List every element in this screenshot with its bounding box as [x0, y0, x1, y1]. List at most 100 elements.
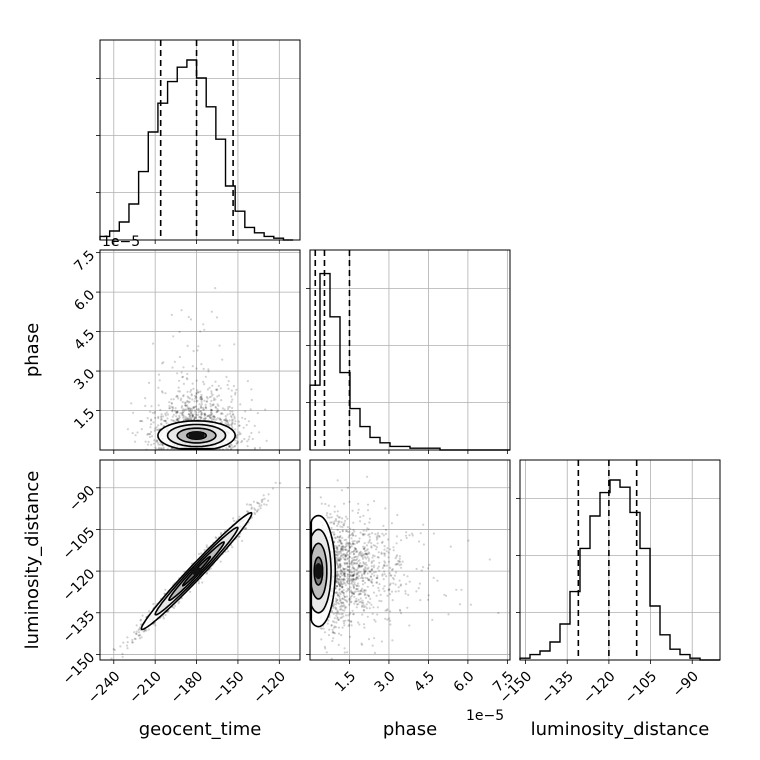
- joint-geocent-time-vs-phase-point: [186, 400, 189, 403]
- joint-geocent-time-vs-phase-point: [157, 417, 160, 420]
- joint-phase-vs-luminosity-distance-point: [363, 563, 367, 566]
- joint-phase-vs-luminosity-distance-point: [342, 620, 345, 623]
- joint-phase-vs-luminosity-distance-point: [346, 557, 349, 560]
- joint-geocent-time-vs-phase-point: [204, 406, 207, 409]
- hist-luminosity-distance-frame: [519, 459, 721, 661]
- joint-geocent-time-vs-phase-point: [186, 417, 189, 420]
- joint-phase-vs-luminosity-distance-point: [370, 561, 373, 565]
- joint-phase-vs-luminosity-distance-point: [361, 573, 364, 576]
- joint-geocent-time-vs-phase-point: [154, 416, 157, 419]
- joint-phase-vs-luminosity-distance-point: [369, 597, 372, 601]
- joint-phase-vs-luminosity-distance-point: [322, 627, 325, 630]
- joint-phase-vs-luminosity-distance-point: [350, 561, 353, 565]
- joint-phase-vs-luminosity-distance-point: [336, 599, 339, 602]
- joint-phase-vs-luminosity-distance-point: [334, 587, 337, 590]
- joint-geocent-time-vs-luminosity-distance-point: [139, 626, 142, 629]
- joint-phase-vs-luminosity-distance-point: [328, 628, 331, 631]
- joint-phase-vs-luminosity-distance-point: [382, 565, 385, 568]
- joint-phase-vs-luminosity-distance-point: [340, 616, 343, 619]
- joint-geocent-time-vs-phase-point: [191, 407, 194, 411]
- joint-phase-vs-luminosity-distance-point: [353, 552, 356, 556]
- joint-geocent-time-vs-phase-point: [202, 380, 205, 383]
- joint-phase-vs-luminosity-distance-point: [376, 532, 380, 535]
- joint-phase-vs-luminosity-distance-point: [340, 578, 343, 581]
- joint-phase-vs-luminosity-distance-point: [357, 621, 360, 624]
- joint-phase-vs-luminosity-distance-point: [333, 625, 336, 628]
- joint-phase-vs-luminosity-distance-point: [362, 605, 365, 609]
- joint-geocent-time-vs-phase-point: [131, 432, 134, 435]
- joint-phase-vs-luminosity-distance-point: [367, 559, 370, 562]
- joint-phase-vs-luminosity-distance-point: [337, 626, 340, 629]
- joint-phase-vs-luminosity-distance-point: [338, 578, 341, 581]
- joint-phase-vs-luminosity-distance-point: [383, 548, 386, 551]
- joint-phase-vs-luminosity-distance-point: [348, 534, 351, 537]
- joint-phase-vs-luminosity-distance-point: [341, 597, 344, 600]
- joint-phase-vs-luminosity-distance-point: [335, 585, 339, 588]
- joint-geocent-time-vs-phase-point: [244, 410, 247, 413]
- joint-phase-vs-luminosity-distance-point: [339, 539, 342, 542]
- joint-phase-vs-luminosity-distance-point: [362, 609, 365, 612]
- joint-phase-vs-luminosity-distance-point: [352, 543, 355, 546]
- joint-geocent-time-vs-phase-point: [231, 426, 234, 430]
- joint-geocent-time-vs-phase-point: [191, 365, 194, 368]
- joint-phase-vs-luminosity-distance-point: [348, 545, 351, 548]
- joint-phase-vs-luminosity-distance-point: [339, 564, 342, 567]
- joint-geocent-time-vs-phase-point: [150, 435, 154, 438]
- joint-phase-vs-luminosity-distance-point: [389, 623, 392, 626]
- joint-geocent-time-vs-phase-point: [189, 318, 193, 321]
- joint-phase-vs-luminosity-distance-point: [353, 555, 356, 559]
- joint-phase-vs-luminosity-distance-point: [359, 515, 362, 519]
- joint-phase-vs-luminosity-distance-point: [339, 534, 342, 538]
- joint-phase-vs-luminosity-distance-point: [342, 545, 345, 548]
- joint-phase-vs-luminosity-distance-point: [355, 550, 358, 554]
- joint-geocent-time-vs-phase-point: [196, 389, 199, 392]
- joint-geocent-time-vs-phase-point: [210, 411, 213, 414]
- joint-geocent-time-vs-phase-point: [193, 409, 196, 412]
- joint-phase-vs-luminosity-distance-point: [359, 520, 362, 523]
- joint-geocent-time-vs-phase-point: [146, 417, 149, 420]
- joint-phase-vs-luminosity-distance-point: [383, 552, 387, 555]
- joint-phase-vs-luminosity-distance-point: [378, 599, 381, 603]
- joint-phase-vs-luminosity-distance-point: [323, 631, 327, 634]
- joint-phase-vs-luminosity-distance-point: [352, 586, 356, 589]
- joint-phase-vs-luminosity-distance-point: [398, 555, 401, 558]
- joint-phase-vs-luminosity-distance-point: [360, 574, 363, 578]
- joint-geocent-time-vs-phase-point: [216, 417, 219, 420]
- joint-phase-vs-luminosity-distance-point: [333, 510, 336, 513]
- joint-geocent-time-vs-luminosity-distance-point: [219, 533, 222, 536]
- joint-geocent-time-vs-phase-point: [151, 411, 154, 414]
- joint-phase-vs-luminosity-distance-point: [335, 621, 338, 624]
- joint-geocent-time-vs-phase-point: [224, 415, 227, 418]
- joint-geocent-time-vs-phase-point: [208, 396, 211, 399]
- joint-geocent-time-vs-phase-point: [186, 399, 189, 402]
- joint-phase-vs-luminosity-distance-point: [394, 557, 397, 560]
- joint-geocent-time-vs-phase-point: [258, 431, 261, 434]
- y-axis-label-phase: phase: [22, 323, 43, 377]
- joint-phase-vs-luminosity-distance-point: [349, 552, 352, 555]
- joint-phase-vs-luminosity-distance-point: [335, 562, 338, 565]
- joint-geocent-time-vs-phase-point: [195, 379, 198, 382]
- joint-phase-vs-luminosity-distance-point: [348, 547, 351, 550]
- joint-geocent-time-vs-phase-point: [172, 419, 176, 422]
- joint-phase-vs-luminosity-distance-point: [337, 565, 340, 569]
- joint-phase-vs-luminosity-distance-point: [368, 570, 371, 573]
- joint-phase-vs-luminosity-distance-point: [380, 640, 383, 643]
- joint-geocent-time-vs-phase-point: [238, 433, 241, 436]
- joint-geocent-time-vs-phase-point: [175, 411, 178, 414]
- joint-geocent-time-vs-phase-point: [193, 417, 196, 420]
- joint-phase-vs-luminosity-distance-point: [341, 585, 344, 588]
- joint-geocent-time-vs-phase-point: [221, 358, 224, 361]
- joint-phase-vs-luminosity-distance-point: [357, 585, 360, 588]
- joint-phase-vs-luminosity-distance-point: [343, 570, 346, 573]
- joint-geocent-time-vs-phase-point: [199, 398, 202, 401]
- joint-phase-vs-luminosity-distance-point: [348, 635, 352, 638]
- joint-phase-vs-luminosity-distance-point: [372, 571, 375, 574]
- joint-geocent-time-vs-phase-point: [192, 406, 195, 409]
- joint-phase-vs-luminosity-distance-point: [384, 561, 387, 564]
- joint-phase-vs-luminosity-distance-point: [336, 564, 339, 567]
- joint-phase-vs-luminosity-distance-point: [361, 587, 364, 590]
- joint-geocent-time-vs-phase-point: [152, 442, 155, 445]
- joint-phase-vs-luminosity-distance-point: [356, 540, 359, 543]
- joint-phase-vs-luminosity-distance-point: [341, 546, 344, 549]
- joint-geocent-time-vs-luminosity-distance-point: [126, 636, 129, 639]
